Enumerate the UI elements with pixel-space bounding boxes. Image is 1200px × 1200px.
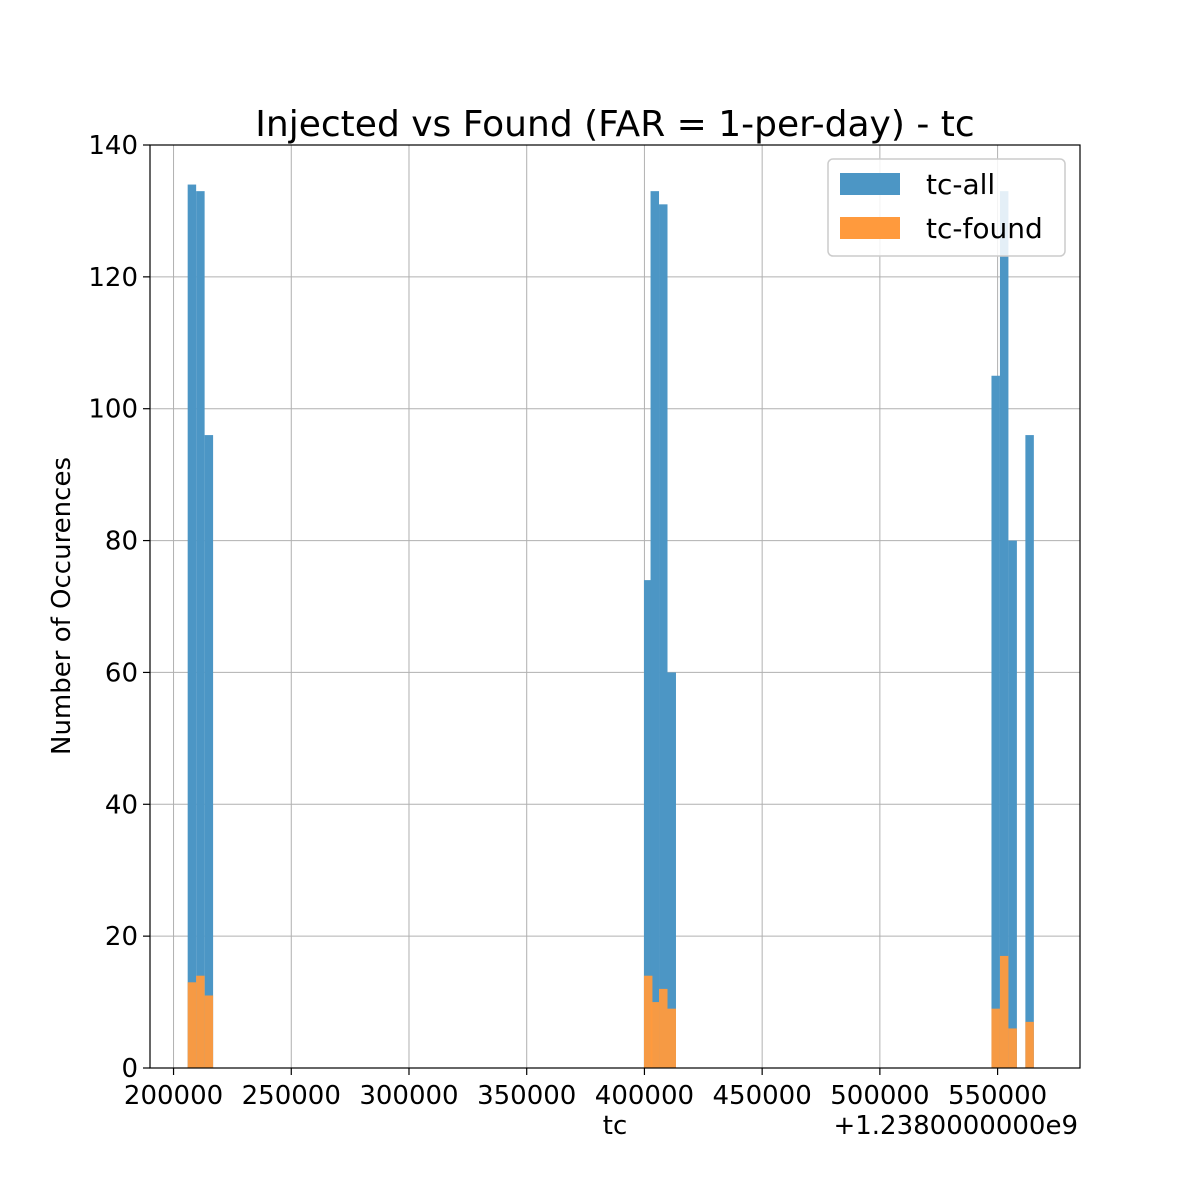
axes-frame: [149, 144, 1081, 1069]
x-tick-label: 500000: [830, 1081, 929, 1111]
bar-tc-all: [196, 191, 205, 1068]
bar-tc-found: [1008, 1028, 1017, 1068]
legend: tc-all tc-found: [827, 158, 1066, 257]
bar-tc-all: [667, 672, 676, 1068]
bar-tc-all: [991, 375, 1000, 1068]
x-tick-label: 400000: [595, 1081, 694, 1111]
x-axis-label: tc: [603, 1111, 628, 1141]
axes: [149, 144, 1081, 1069]
bar-tc-found: [667, 1008, 676, 1068]
bar-tc-all: [650, 191, 660, 1068]
legend-label-tc-all: tc-all: [926, 168, 995, 201]
bar-tc-found: [991, 1008, 1000, 1068]
legend-label-tc-found: tc-found: [926, 212, 1043, 245]
bar-tc-all: [659, 204, 668, 1069]
y-tick-label: 0: [121, 1054, 138, 1084]
bar-tc-all: [643, 580, 653, 1068]
bar-tc-found: [1025, 1021, 1034, 1068]
y-tick-label: 140: [88, 131, 138, 161]
y-tick-label: 20: [105, 922, 138, 952]
y-tick-label: 40: [105, 790, 138, 820]
x-tick-label: 450000: [713, 1081, 812, 1111]
bar-tc-all: [1025, 435, 1034, 1069]
y-tick-label: 80: [105, 527, 138, 557]
x-tick-label: 250000: [242, 1081, 341, 1111]
bar-tc-all: [1008, 540, 1017, 1068]
bar-tc-found: [204, 995, 214, 1068]
x-axis-offset-label: +1.2380000000e9: [833, 1111, 1078, 1141]
bar-tc-found: [196, 975, 205, 1068]
bar-tc-found: [643, 975, 653, 1068]
x-tick-label: 200000: [124, 1081, 223, 1111]
legend-swatch-tc-found: [840, 217, 900, 239]
y-tick-label: 100: [88, 395, 138, 425]
legend-swatch-tc-all: [840, 173, 900, 195]
bar-tc-found: [650, 1002, 660, 1068]
x-tick-label: 550000: [948, 1081, 1047, 1111]
bar-tc-found: [659, 988, 668, 1068]
bar-tc-found: [187, 982, 197, 1068]
y-tick-label: 120: [88, 263, 138, 293]
y-axis-label: Number of Occurences: [47, 457, 77, 755]
plot-area: [150, 145, 1080, 1068]
y-tick-label: 60: [105, 658, 138, 688]
x-tick-label: 350000: [477, 1081, 576, 1111]
x-tick-label: 300000: [359, 1081, 458, 1111]
bar-tc-found: [999, 955, 1009, 1068]
bar-tc-all: [204, 435, 214, 1069]
bar-tc-all: [999, 191, 1009, 1068]
series-tc-all-bars: [187, 184, 1034, 1069]
x-axis-ticks: 200000 250000 300000 350000 400000 450000 5000…: [124, 1068, 1047, 1111]
series-tc-found-bars: [187, 955, 1034, 1068]
y-axis-ticks: 0 20 40 60 80 100 120 140: [88, 131, 150, 1084]
chart-title: Injected vs Found (FAR = 1-per-day) - tc: [255, 104, 974, 145]
bar-tc-all: [187, 184, 197, 1069]
